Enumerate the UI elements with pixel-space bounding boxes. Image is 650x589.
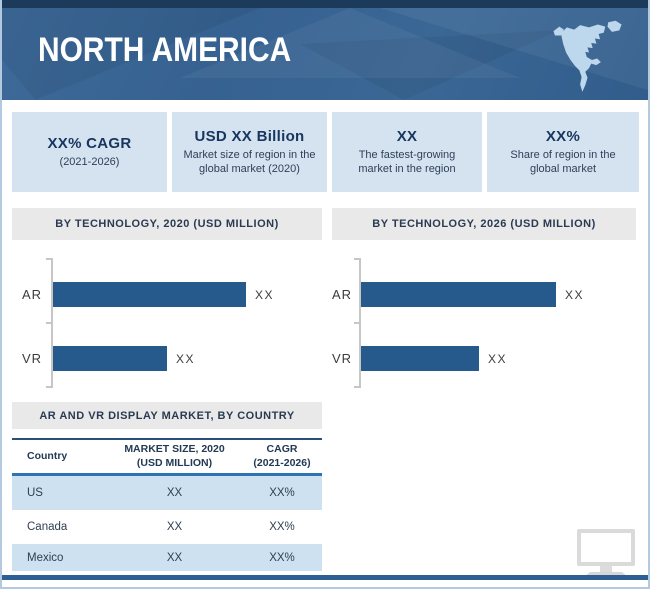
bar-vr-2026 (361, 346, 479, 371)
cell-cagr: XX% (269, 551, 295, 564)
stat-caption: Share of region in the global market (510, 148, 616, 175)
column-header-market-size: MARKET SIZE, 2020 (USD MILLION) (107, 443, 242, 470)
north-america-map-icon (546, 20, 632, 94)
region-header-band: NORTH AMERICA (2, 0, 648, 100)
axis-tick (46, 258, 53, 260)
bar-value-label: XX (488, 351, 508, 366)
bar-vr-2020 (53, 346, 167, 371)
stat-box-cagr: XX% CAGR (2021-2026) (12, 112, 167, 192)
axis-tick (46, 386, 53, 388)
chart-header-2020: BY TECHNOLOGY, 2020 (USD MILLION) (12, 208, 322, 240)
category-axis (46, 258, 53, 388)
cell-country: Canada (27, 521, 68, 533)
bar-value-label: XX (255, 287, 275, 302)
column-header-line: MARKET SIZE, 2020 (124, 442, 225, 455)
cell-market-size: XX (166, 487, 183, 499)
monitor-stand (600, 566, 612, 572)
column-header-cagr: CAGR (2021-2026) (242, 443, 322, 470)
cell-market-size: XX (166, 551, 183, 564)
bar-row-ar-2020: XX (53, 282, 274, 307)
stat-caption: Market size of region in the global mark… (183, 148, 316, 175)
stat-box-fastest-market: XX The fastest-growing market in the reg… (332, 112, 482, 192)
bar-ar-2026 (361, 282, 556, 307)
country-table: Country MARKET SIZE, 2020 (USD MILLION) … (12, 438, 322, 571)
stat-caption: (2021-2026) (59, 155, 120, 168)
table-header-row: Country MARKET SIZE, 2020 (USD MILLION) … (12, 440, 322, 476)
table-title: AR AND VR DISPLAY MARKET, BY COUNTRY (12, 402, 322, 429)
bar-value-label: XX (565, 287, 585, 302)
table-row: US XX XX% (12, 476, 322, 510)
axis-tick (354, 322, 361, 324)
page-title: NORTH AMERICA (38, 31, 292, 69)
category-label-vr: VR (22, 351, 43, 366)
column-header-line: (USD MILLION) (136, 456, 213, 469)
bar-ar-2020 (53, 282, 246, 307)
bar-value-label: XX (176, 351, 196, 366)
axis-tick (354, 258, 361, 260)
table-row: Canada XX XX% (12, 510, 322, 544)
cell-country: US (27, 487, 43, 499)
chart-header-2026: BY TECHNOLOGY, 2026 (USD MILLION) (332, 208, 636, 240)
bar-row-vr-2026: XX (361, 346, 507, 371)
stat-box-region-share: XX% Share of region in the global market (487, 112, 639, 192)
category-label-vr: VR (332, 351, 353, 366)
column-header-country: Country (27, 449, 68, 462)
axis-tick (46, 322, 53, 324)
category-axis (354, 258, 361, 388)
monitor-screen (577, 529, 635, 566)
axis-tick (354, 386, 361, 388)
monitor-icon (577, 529, 635, 578)
stat-caption: The fastest-growing market in the region (358, 148, 456, 175)
stat-value: XX (396, 127, 418, 145)
cell-cagr: XX% (269, 487, 295, 499)
header-top-strip (2, 0, 648, 8)
bar-row-vr-2020: XX (53, 346, 195, 371)
category-label-ar: AR (332, 287, 353, 302)
bar-row-ar-2026: XX (361, 282, 584, 307)
stat-value: USD XX Billion (194, 127, 305, 145)
cell-market-size: XX (166, 521, 183, 533)
cell-country: Mexico (27, 551, 64, 564)
table-row: Mexico XX XX% (12, 544, 322, 571)
cell-cagr: XX% (269, 521, 295, 533)
column-header-line: CAGR (266, 442, 298, 455)
bottom-divider (2, 575, 648, 580)
category-label-ar: AR (22, 287, 43, 302)
stat-box-market-size: USD XX Billion Market size of region in … (172, 112, 327, 192)
stat-value: XX% CAGR (47, 134, 132, 152)
stat-value: XX% (545, 127, 581, 145)
column-header-line: (2021-2026) (253, 456, 311, 469)
